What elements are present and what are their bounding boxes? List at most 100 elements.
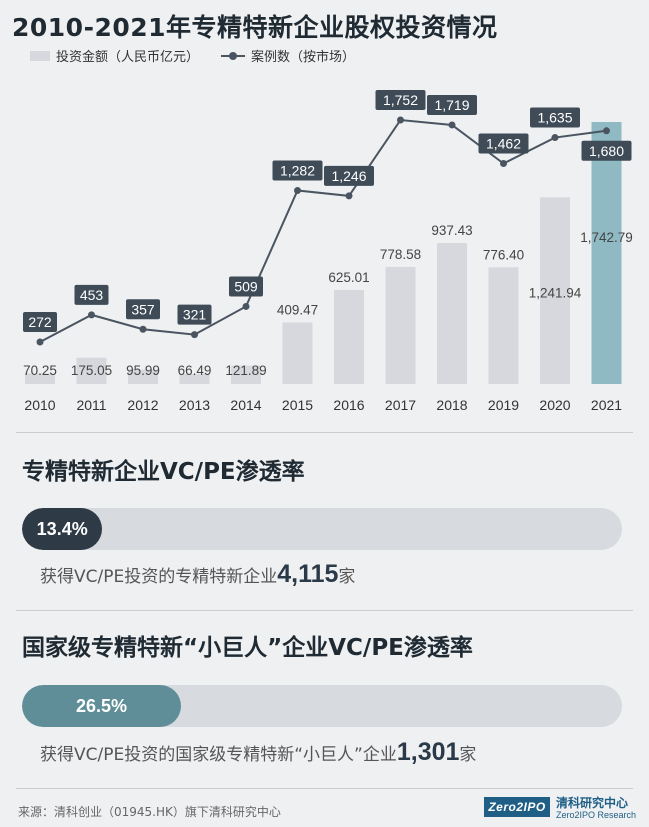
amount-label: 409.47 <box>277 302 318 317</box>
section2-note: 获得VC/PE投资的国家级专精特新“小巨人”企业1,301家 <box>40 738 476 767</box>
section1-note: 获得VC/PE投资的专精特新企业4,115家 <box>40 560 355 589</box>
line-point <box>88 311 95 319</box>
bar <box>540 197 570 384</box>
amount-label: 1,742.79 <box>580 230 633 245</box>
amount-label: 625.01 <box>328 270 369 285</box>
case-label: 357 <box>131 301 155 317</box>
line-point <box>242 302 250 310</box>
case-label-box <box>375 90 426 110</box>
legend-line-label: 案例数（按市场） <box>251 50 356 65</box>
case-label-box <box>427 94 477 115</box>
amount-label: 1,241.94 <box>529 285 582 300</box>
line-point <box>345 192 353 200</box>
line-point <box>448 121 456 129</box>
x-tick-label: 2017 <box>385 397 416 413</box>
case-label: 321 <box>183 307 207 323</box>
section1-progress-fill: 13.4% <box>22 508 103 550</box>
amount-label: 70.25 <box>23 363 57 378</box>
case-label: 509 <box>234 278 258 294</box>
amount-label: 175.05 <box>71 363 112 378</box>
amount-label: 937.43 <box>431 223 472 238</box>
divider <box>16 788 633 789</box>
case-label-box <box>478 133 529 154</box>
divider <box>16 432 633 433</box>
amount-label: 121.89 <box>225 363 266 378</box>
bar <box>437 243 467 384</box>
case-label-box <box>272 160 323 181</box>
x-tick-label: 2011 <box>76 397 106 413</box>
line-point <box>397 116 404 124</box>
line-point <box>36 338 44 346</box>
case-label: 1,752 <box>383 92 418 108</box>
divider <box>16 610 633 611</box>
legend-line-swatch <box>221 51 246 61</box>
line-point <box>191 331 198 339</box>
section2-note-number: 1,301 <box>396 738 460 766</box>
case-label: 1,680 <box>589 143 624 159</box>
section2-title: 国家级专精特新“小巨人”企业VC/PE渗透率 <box>22 635 473 661</box>
case-label: 453 <box>80 287 104 303</box>
legend-bar-swatch <box>30 50 50 61</box>
x-tick-label: 2020 <box>539 397 570 413</box>
amount-label: 778.58 <box>380 247 421 262</box>
case-label-box <box>23 312 57 332</box>
x-tick-label: 2014 <box>230 397 261 413</box>
section1-progress-track: 13.4% <box>22 508 622 550</box>
case-label: 1,635 <box>537 110 572 126</box>
line-point <box>500 160 507 167</box>
brand-subtitle: Zero2IPO Research <box>556 810 637 820</box>
line-point <box>139 325 147 333</box>
bar <box>25 373 55 384</box>
x-tick-label: 2016 <box>333 397 364 413</box>
section1-note-prefix: 获得VC/PE投资的专精特新企业 <box>40 567 278 587</box>
case-label-box <box>530 107 580 128</box>
amount-label: 776.40 <box>483 247 524 262</box>
x-tick-label: 2021 <box>591 397 622 413</box>
legend-bar-label: 投资金额（人民币亿元） <box>56 50 200 65</box>
section1-rate-label: 13.4% <box>36 518 88 539</box>
chart-title: 2010-2021年专精特新企业股权投资情况 <box>12 13 498 42</box>
line-point <box>551 134 559 142</box>
bar <box>128 369 158 384</box>
bar <box>488 267 519 384</box>
section1-title: 专精特新企业VC/PE渗透率 <box>22 459 305 485</box>
amount-label: 66.49 <box>178 363 212 378</box>
bar <box>231 365 261 384</box>
case-count-line <box>39 118 607 343</box>
section2-rate-label: 26.5% <box>75 695 128 716</box>
case-label-box <box>324 165 374 186</box>
bar <box>334 290 364 384</box>
line-point <box>603 127 610 135</box>
case-label: 272 <box>28 314 52 330</box>
case-label-box <box>126 299 160 320</box>
case-label-box <box>581 140 632 161</box>
x-tick-label: 2019 <box>488 397 519 413</box>
zero2ipo-logo: Zero2IPO <box>484 797 550 817</box>
x-tick-label: 2013 <box>179 397 210 413</box>
bar <box>179 374 210 384</box>
bar <box>282 322 313 384</box>
bar <box>385 266 416 384</box>
x-tick-label: 2018 <box>436 397 467 413</box>
case-label-box <box>177 304 212 325</box>
x-tick-label: 2010 <box>24 397 55 413</box>
case-label-box <box>74 284 109 305</box>
section1-note-suffix: 家 <box>338 567 356 587</box>
section2-progress-fill: 26.5% <box>22 685 181 727</box>
combo-chart: 272 453 357 321 509 1,282 1,246 1,752 1,719 1,462… <box>23 90 633 413</box>
amount-label: 95.99 <box>126 363 160 378</box>
brand-name: 清科研究中心 <box>556 796 629 810</box>
section2-note-suffix: 家 <box>459 745 477 765</box>
chart-legend: 投资金额（人民币亿元） 案例数（按市场） <box>30 46 355 65</box>
source-note: 来源：清科创业（01945.HK）旗下清科研究中心 <box>18 805 281 819</box>
case-label: 1,246 <box>331 168 366 184</box>
section2-progress-track: 26.5% <box>22 685 622 727</box>
case-label: 1,462 <box>486 136 521 152</box>
bar <box>591 122 622 384</box>
case-label-box <box>229 276 263 297</box>
x-tick-label: 2015 <box>282 397 313 413</box>
case-label: 1,719 <box>434 97 469 113</box>
section2-note-prefix: 获得VC/PE投资的国家级专精特新“小巨人”企业 <box>40 745 397 765</box>
bar <box>76 357 107 384</box>
x-tick-label: 2012 <box>127 397 158 413</box>
